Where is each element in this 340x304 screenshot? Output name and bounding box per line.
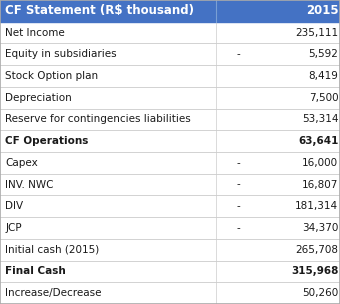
Text: Increase/Decrease: Increase/Decrease [5, 288, 102, 298]
Bar [0, 130, 340, 152]
Text: 53,314: 53,314 [302, 114, 338, 124]
Text: 5,592: 5,592 [308, 49, 338, 59]
Bar [0, 87, 340, 109]
Text: 2015: 2015 [306, 4, 338, 17]
Text: -: - [236, 158, 240, 168]
Bar [0, 282, 340, 304]
Bar [0, 65, 340, 87]
Bar [0, 239, 340, 261]
Text: -: - [236, 223, 240, 233]
Text: 16,807: 16,807 [302, 180, 338, 190]
Text: Reserve for contingencies liabilities: Reserve for contingencies liabilities [5, 114, 191, 124]
Text: 8,419: 8,419 [308, 71, 338, 81]
Text: CF Statement (R$ thousand): CF Statement (R$ thousand) [5, 4, 194, 17]
Bar [0, 195, 340, 217]
Bar [0, 43, 340, 65]
Text: Final Cash: Final Cash [5, 266, 66, 276]
Bar [0, 261, 340, 282]
Bar [0, 217, 340, 239]
Text: 181,314: 181,314 [295, 201, 338, 211]
Bar [0, 22, 340, 43]
Bar [0, 174, 340, 195]
Text: Equity in subsidiaries: Equity in subsidiaries [5, 49, 117, 59]
Text: -: - [236, 180, 240, 190]
Text: 315,968: 315,968 [291, 266, 338, 276]
Text: 63,641: 63,641 [298, 136, 338, 146]
Text: 235,111: 235,111 [295, 28, 338, 38]
Text: CF Operations: CF Operations [5, 136, 88, 146]
Bar [0, 152, 340, 174]
Text: DIV: DIV [5, 201, 23, 211]
Text: Capex: Capex [5, 158, 38, 168]
Text: 16,000: 16,000 [302, 158, 338, 168]
Text: -: - [236, 49, 240, 59]
Bar [0, 0, 340, 22]
Text: 34,370: 34,370 [302, 223, 338, 233]
Text: Stock Option plan: Stock Option plan [5, 71, 98, 81]
Text: 7,500: 7,500 [309, 93, 338, 103]
Text: Initial cash (2015): Initial cash (2015) [5, 245, 99, 255]
Bar [0, 109, 340, 130]
Text: 265,708: 265,708 [295, 245, 338, 255]
Text: INV. NWC: INV. NWC [5, 180, 54, 190]
Text: Net Income: Net Income [5, 28, 65, 38]
Text: 50,260: 50,260 [302, 288, 338, 298]
Text: JCP: JCP [5, 223, 22, 233]
Text: -: - [236, 201, 240, 211]
Text: Depreciation: Depreciation [5, 93, 72, 103]
